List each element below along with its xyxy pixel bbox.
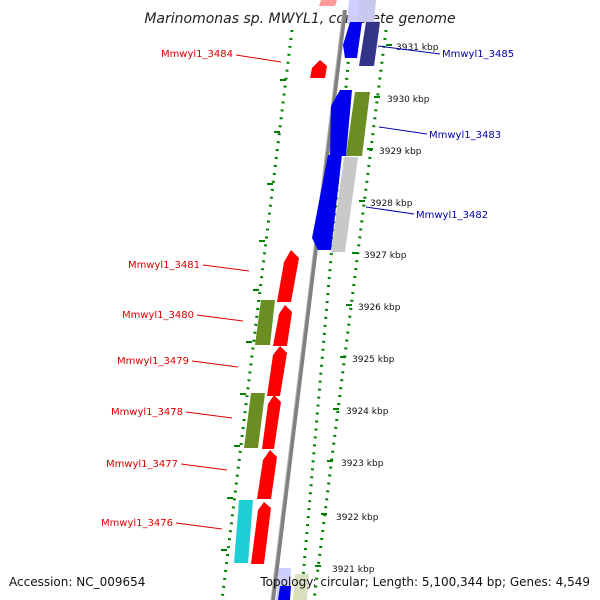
gene-mmwyl1-3479 — [267, 346, 287, 396]
gene-mmwyl1-3483-blue — [330, 90, 352, 156]
kbp-scale: 3931 kbp 3930 kbp 3929 kbp 3928 kbp 3927… — [315, 43, 439, 575]
tick-label-3928: 3928 kbp — [370, 199, 413, 209]
gene-mmwyl1-3483-olive — [346, 92, 370, 156]
reverse-track-ticks — [221, 79, 286, 551]
gene-mmwyl1-3485-a — [343, 22, 362, 58]
gene-mmwyl1-3478-red — [262, 395, 281, 449]
gene-partial-bottom-blue — [278, 586, 291, 600]
gene-label-mmwyl1-3479[interactable]: Mmwyl1_3479 — [117, 356, 189, 367]
tick-label-3923: 3923 kbp — [341, 459, 384, 469]
leader-line-3479 — [191, 360, 239, 368]
tick-label-3930: 3930 kbp — [387, 95, 430, 105]
leader-line-3483 — [378, 126, 428, 135]
genome-backbone-highlight — [270, 9, 344, 600]
gene-label-mmwyl1-3477[interactable]: Mmwyl1_3477 — [106, 459, 178, 470]
gene-label-mmwyl1-3482[interactable]: Mmwyl1_3482 — [416, 210, 488, 221]
tick-label-3926: 3926 kbp — [358, 303, 401, 313]
leader-line-3478 — [185, 411, 233, 419]
gene-label-mmwyl1-3480[interactable]: Mmwyl1_3480 — [122, 310, 194, 321]
gene-label-mmwyl1-3484[interactable]: Mmwyl1_3484 — [161, 49, 233, 60]
top-partial-genes — [319, 0, 376, 24]
tick-label-3927: 3927 kbp — [364, 251, 407, 261]
tick-label-3924: 3924 kbp — [346, 407, 389, 417]
gene-mmwyl1-3476-cyan — [234, 500, 253, 563]
tick-label-3925: 3925 kbp — [352, 355, 395, 365]
gene-label-mmwyl1-3485[interactable]: Mmwyl1_3485 — [442, 49, 514, 60]
gene-mmwyl1-3480-olive — [255, 300, 275, 345]
gene-label-mmwyl1-3481[interactable]: Mmwyl1_3481 — [128, 260, 200, 271]
tick-label-3929: 3929 kbp — [379, 147, 422, 157]
gene-label-mmwyl1-3476[interactable]: Mmwyl1_3476 — [101, 518, 173, 529]
gene-labels: Mmwyl1_3485 Mmwyl1_3484 Mmwyl1_3483 Mmwy… — [101, 45, 514, 530]
gene-mmwyl1-3482-blue — [312, 155, 342, 250]
gene-partial-top-lavender-2 — [357, 0, 376, 22]
leader-line-3476 — [175, 522, 223, 530]
gene-mmwyl1-3485-b — [359, 22, 380, 66]
tick-label-3931: 3931 kbp — [396, 43, 439, 53]
leader-line-3481 — [202, 264, 250, 272]
leader-line-3485 — [377, 45, 441, 55]
gene-partial-bottom-olive — [293, 574, 309, 600]
gene-mmwyl1-3480-red — [273, 305, 292, 346]
gene-mmwyl1-3476-red — [251, 502, 271, 564]
leader-line-3484 — [235, 54, 282, 63]
bottom-partial-genes — [276, 568, 309, 600]
topology-text: Topology: circular; Length: 5,100,344 bp… — [259, 575, 590, 589]
gene-mmwyl1-3482-gray — [331, 157, 358, 252]
gene-partial-top-red — [319, 0, 337, 6]
gene-mmwyl1-3478-olive — [244, 393, 265, 448]
leader-line-3482 — [365, 206, 415, 215]
reverse-genes — [234, 60, 327, 564]
gene-mmwyl1-3481 — [277, 250, 299, 302]
map-title: Marinomonas sp. MWYL1, complete genome — [144, 11, 455, 27]
leader-line-3480 — [196, 314, 244, 322]
gene-label-mmwyl1-3483[interactable]: Mmwyl1_3483 — [429, 130, 501, 141]
tick-label-3922: 3922 kbp — [336, 513, 379, 523]
genome-backbone — [271, 9, 347, 600]
accession-text: Accession: NC_009654 — [9, 575, 145, 589]
gene-label-mmwyl1-3478[interactable]: Mmwyl1_3478 — [111, 407, 183, 418]
tick-label-3921: 3921 kbp — [332, 565, 375, 575]
forward-genes — [312, 22, 380, 252]
gene-mmwyl1-3477 — [257, 450, 277, 499]
gene-mmwyl1-3484 — [310, 60, 327, 78]
leader-line-3477 — [180, 463, 228, 471]
